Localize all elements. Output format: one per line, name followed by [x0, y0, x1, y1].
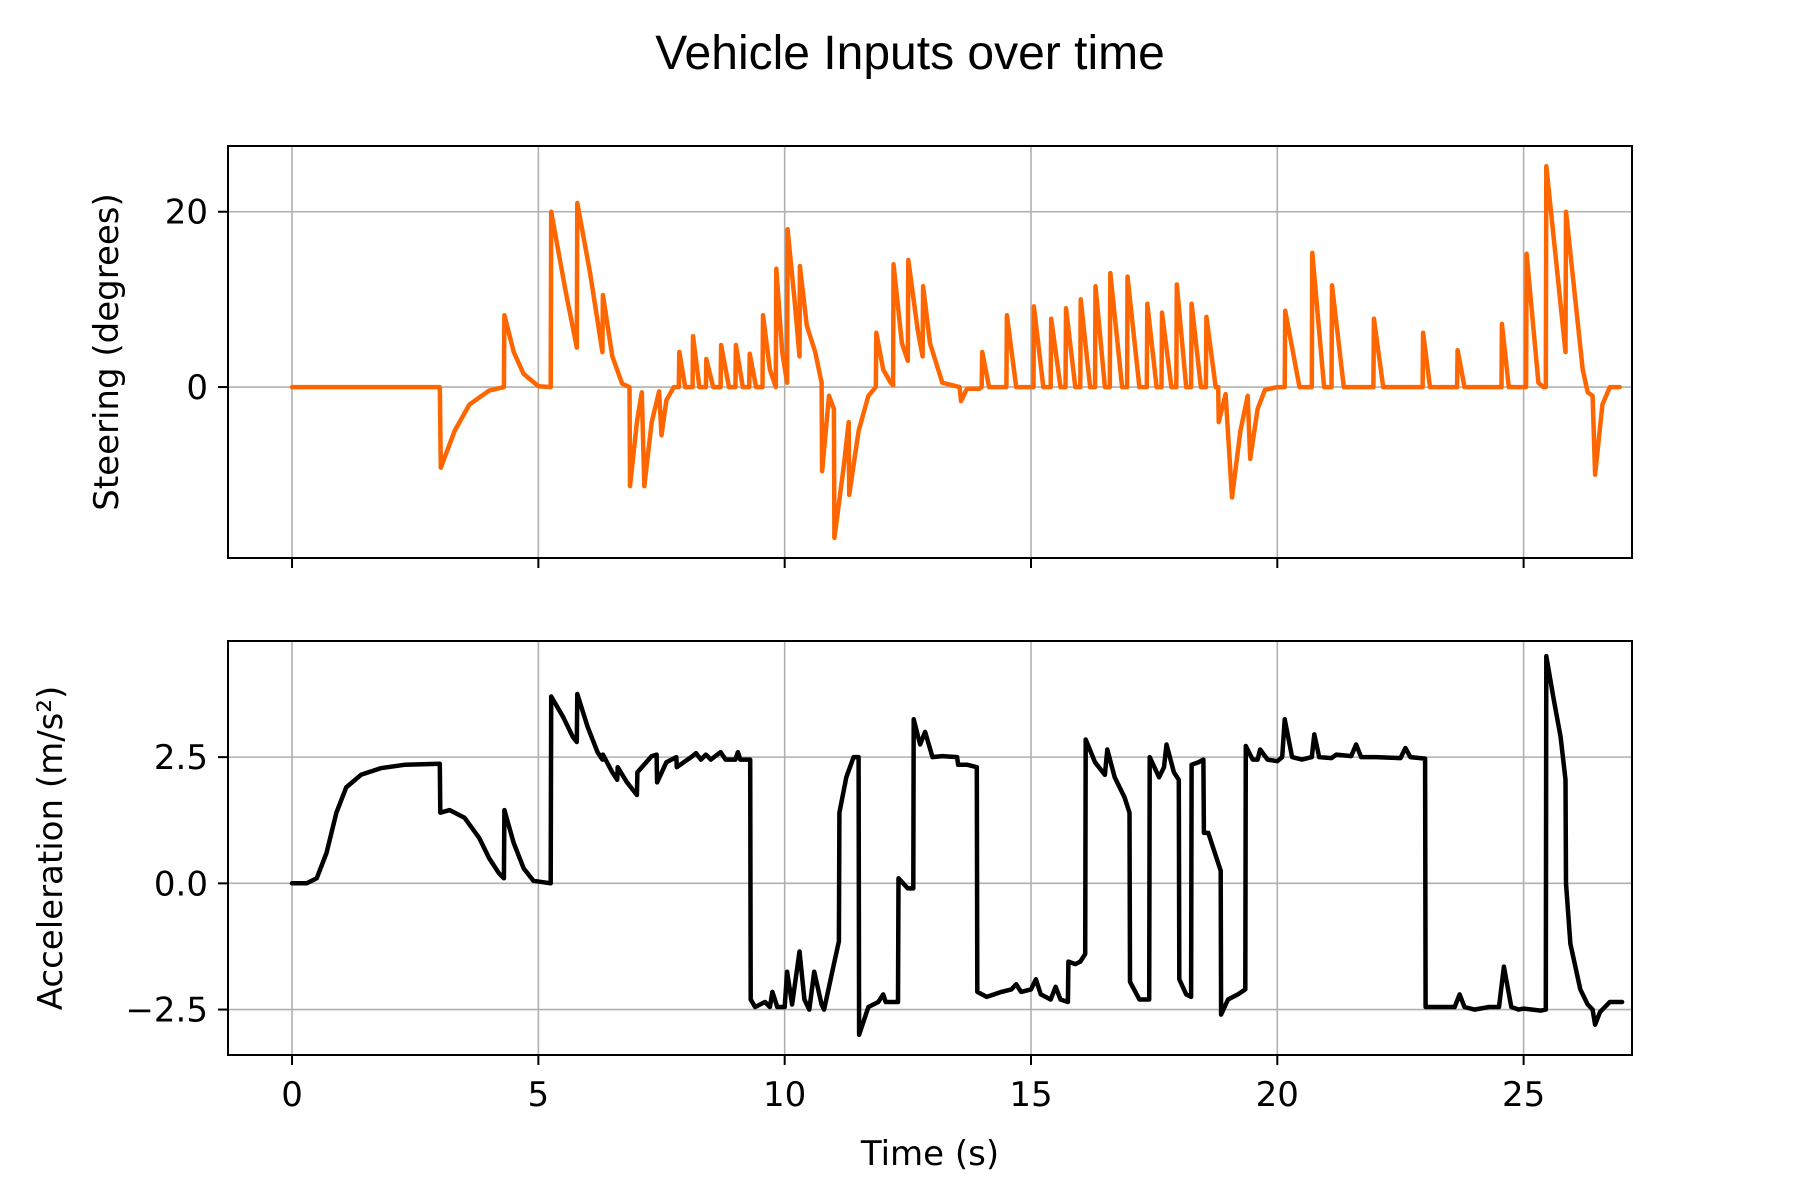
- steering-y-tick-label: 0: [186, 368, 208, 408]
- acceleration-axes-frame: [227, 640, 1633, 1056]
- acceleration-subplot: 0 5 10 15 20 25 −2.5 0.0 2.5 Acceleration (m/s²) T…: [31, 640, 1633, 1174]
- acceleration-y-tick-label: 2.5: [154, 738, 208, 778]
- acceleration-y-tick-label: 0.0: [154, 864, 208, 904]
- figure-title: Vehicle Inputs over time: [655, 27, 1165, 80]
- acceleration-y-axis-label: Acceleration (m/s²): [31, 686, 71, 1011]
- acceleration-x-tick-label: 10: [763, 1075, 806, 1115]
- steering-y-tick-label: 20: [165, 193, 208, 233]
- acceleration-x-tick-label: 20: [1256, 1075, 1299, 1115]
- acceleration-series-line: [289, 653, 1625, 1038]
- acceleration-x-axis-label: Time (s): [860, 1134, 999, 1174]
- steering-series-line: [289, 163, 1622, 541]
- steering-subplot: 0 20 Steering (degrees): [87, 145, 1633, 568]
- acceleration-x-tick-label: 0: [281, 1075, 303, 1115]
- acceleration-x-tick-label: 25: [1502, 1075, 1545, 1115]
- acceleration-x-tick-label: 15: [1009, 1075, 1052, 1115]
- acceleration-x-tick-label: 5: [528, 1075, 550, 1115]
- acceleration-y-tick-label: −2.5: [125, 991, 208, 1031]
- steering-y-axis-label: Steering (degrees): [87, 193, 127, 511]
- steering-axes-frame: [227, 145, 1633, 559]
